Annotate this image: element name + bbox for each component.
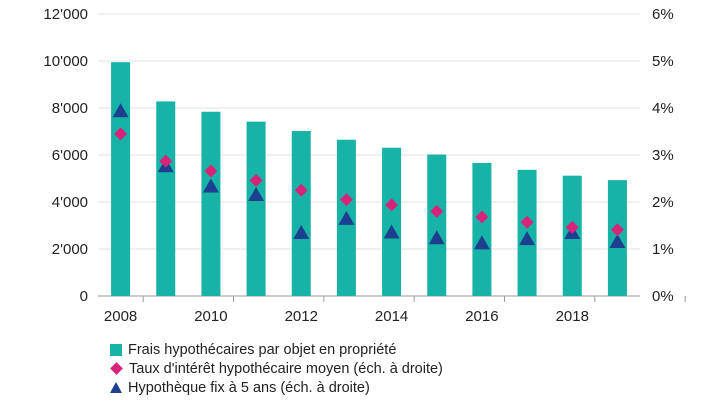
- bar: [291, 131, 311, 296]
- triangle-marker: [473, 235, 490, 250]
- bar: [111, 62, 131, 296]
- triangle-marker: [609, 233, 626, 248]
- x-tick-label: 2010: [194, 308, 227, 325]
- triangle-marker: [383, 224, 400, 239]
- triangle-marker: [293, 225, 310, 240]
- legend-label-fixed-5y: Hypothèque fix à 5 ans (éch. à droite): [128, 379, 370, 396]
- bar: [427, 154, 447, 296]
- triangle-marker: [202, 178, 219, 193]
- diamond-marker: [294, 183, 308, 197]
- diamond-marker: [520, 215, 534, 229]
- diamond-marker: [204, 164, 218, 178]
- legend-triangle-icon: [110, 382, 122, 393]
- diamond-marker: [114, 127, 128, 141]
- diamond-marker: [565, 220, 579, 234]
- diamond-marker: [430, 204, 444, 218]
- y-left-tick-label: 8'000: [52, 100, 88, 117]
- y-left-tick-label: 6'000: [52, 147, 88, 164]
- diamond-marker: [159, 154, 173, 168]
- y-right-tick-label: 6%: [652, 6, 674, 23]
- diamond-marker: [610, 223, 624, 237]
- legend: Frais hypothécaires par objet en proprié…: [110, 340, 443, 397]
- diamond-marker: [475, 210, 489, 224]
- legend-swatch-bar: [110, 343, 122, 356]
- bar: [156, 101, 176, 296]
- x-tick-label: 2008: [104, 308, 137, 325]
- y-left-tick-label: 2'000: [52, 241, 88, 258]
- y-right-tick-label: 0%: [652, 288, 674, 305]
- triangle-marker: [428, 230, 445, 245]
- legend-label-average-rate: Taux d'intérêt hypothécaire moyen (éch. …: [129, 360, 443, 377]
- x-tick-label: 2018: [556, 308, 589, 325]
- y-left-tick-label: 10'000: [43, 53, 88, 70]
- y-right-tick-label: 2%: [652, 194, 674, 211]
- y-right-tick-label: 5%: [652, 53, 674, 70]
- y-right-tick-label: 1%: [652, 241, 674, 258]
- x-tick-label: 2016: [465, 308, 498, 325]
- bar: [382, 147, 402, 296]
- legend-item-bars: Frais hypothécaires par objet en proprié…: [110, 340, 443, 359]
- triangle-marker: [112, 103, 129, 118]
- x-tick-label: 2012: [285, 308, 318, 325]
- x-tick-label: 2014: [375, 308, 408, 325]
- legend-diamond-icon: [110, 362, 123, 375]
- bar: [201, 111, 221, 296]
- y-left-tick-label: 0: [80, 288, 88, 305]
- y-right-tick-label: 4%: [652, 100, 674, 117]
- legend-item-average-rate: Taux d'intérêt hypothécaire moyen (éch. …: [110, 359, 443, 378]
- triangle-marker: [519, 231, 536, 246]
- legend-item-fixed-5y: Hypothèque fix à 5 ans (éch. à droite): [110, 378, 443, 397]
- triangle-marker: [248, 186, 265, 201]
- diamond-marker: [385, 198, 399, 212]
- y-right-tick-label: 3%: [652, 147, 674, 164]
- y-left-tick-label: 12'000: [43, 6, 88, 23]
- legend-label-bars: Frais hypothécaires par objet en proprié…: [128, 341, 397, 358]
- triangle-marker: [338, 210, 355, 225]
- bar: [246, 121, 266, 296]
- diamond-marker: [249, 173, 263, 187]
- y-left-tick-label: 4'000: [52, 194, 88, 211]
- bar: [472, 162, 492, 296]
- diamond-marker: [339, 193, 353, 207]
